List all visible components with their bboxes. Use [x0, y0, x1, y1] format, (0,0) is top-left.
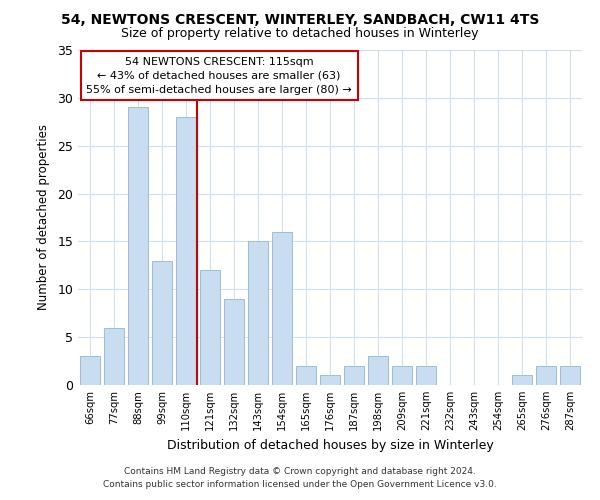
- Bar: [248, 242, 268, 385]
- Bar: [224, 299, 244, 385]
- Bar: [536, 366, 556, 385]
- X-axis label: Distribution of detached houses by size in Winterley: Distribution of detached houses by size …: [167, 438, 493, 452]
- Bar: [416, 366, 436, 385]
- Bar: [80, 356, 100, 385]
- Bar: [176, 117, 196, 385]
- Y-axis label: Number of detached properties: Number of detached properties: [37, 124, 50, 310]
- Text: 54, NEWTONS CRESCENT, WINTERLEY, SANDBACH, CW11 4TS: 54, NEWTONS CRESCENT, WINTERLEY, SANDBAC…: [61, 12, 539, 26]
- Text: Contains HM Land Registry data © Crown copyright and database right 2024.
Contai: Contains HM Land Registry data © Crown c…: [103, 468, 497, 489]
- Bar: [272, 232, 292, 385]
- Bar: [320, 376, 340, 385]
- Bar: [104, 328, 124, 385]
- Bar: [344, 366, 364, 385]
- Bar: [152, 260, 172, 385]
- Bar: [368, 356, 388, 385]
- Bar: [296, 366, 316, 385]
- Text: 54 NEWTONS CRESCENT: 115sqm
← 43% of detached houses are smaller (63)
55% of sem: 54 NEWTONS CRESCENT: 115sqm ← 43% of det…: [86, 56, 352, 94]
- Bar: [512, 376, 532, 385]
- Bar: [392, 366, 412, 385]
- Bar: [200, 270, 220, 385]
- Bar: [560, 366, 580, 385]
- Bar: [128, 108, 148, 385]
- Text: Size of property relative to detached houses in Winterley: Size of property relative to detached ho…: [121, 28, 479, 40]
